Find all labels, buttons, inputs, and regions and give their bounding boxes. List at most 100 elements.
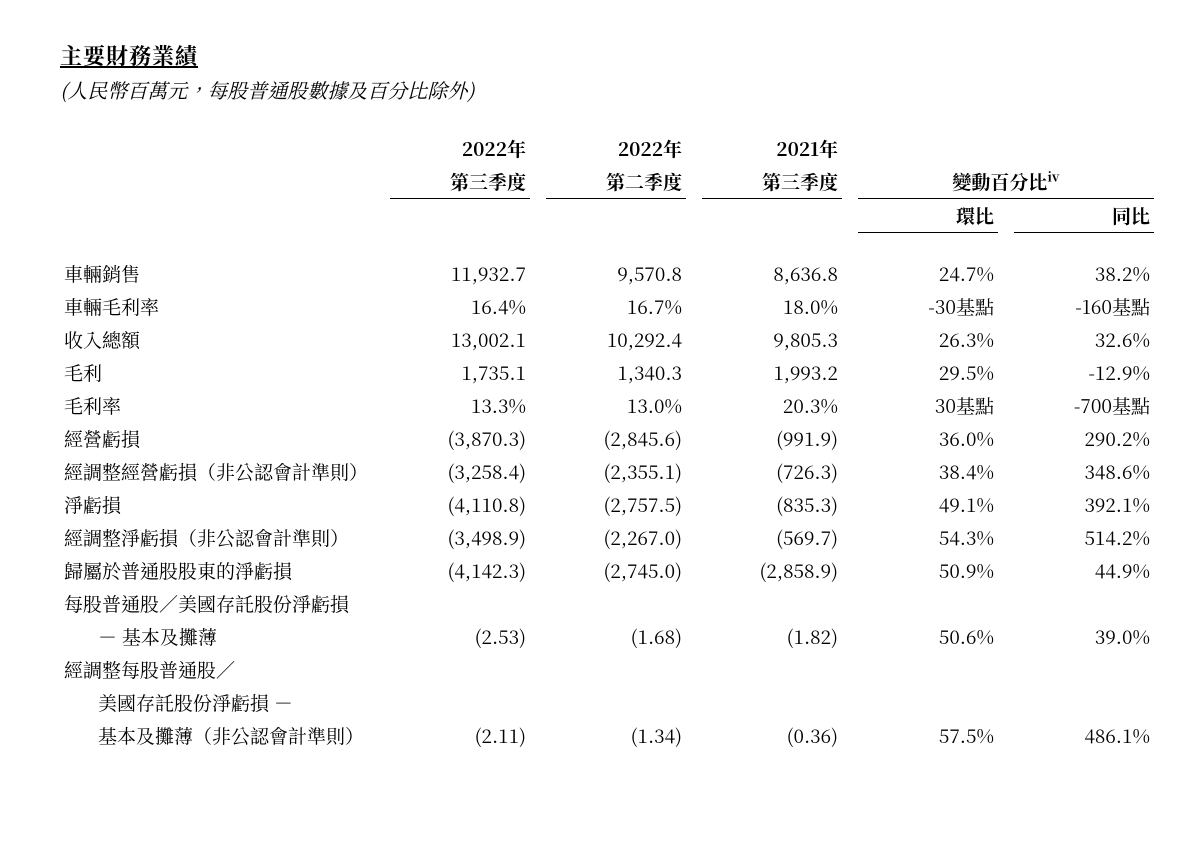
row-label: 經調整淨虧損（非公認會計準則） — [60, 521, 390, 554]
cell: (2.11) — [390, 719, 530, 752]
table-row: 經營虧損 (3,870.3) (2,845.6) (991.9) 36.0% 2… — [60, 422, 1154, 455]
cell: -12.9% — [1014, 356, 1154, 389]
cell: 11,932.7 — [390, 257, 530, 290]
financial-table: 2022年 2022年 2021年 第三季度 第二季度 第三季度 變動百分比iv… — [60, 132, 1154, 752]
cell: 13.3% — [390, 389, 530, 422]
cell: 290.2% — [1014, 422, 1154, 455]
row-label: 收入總額 — [60, 323, 390, 356]
row-label: 車輛銷售 — [60, 257, 390, 290]
row-label: 毛利 — [60, 356, 390, 389]
yoy-header: 同比 — [1014, 199, 1154, 233]
cell: (2,858.9) — [702, 554, 842, 587]
row-label: 經調整每股普通股／ — [60, 653, 390, 686]
cell: (1.82) — [702, 620, 842, 653]
row-label: 淨虧損 — [60, 488, 390, 521]
cell: 32.6% — [1014, 323, 1154, 356]
table-row: 車輛毛利率 16.4% 16.7% 18.0% -30基點 -160基點 — [60, 290, 1154, 323]
cell: 1,340.3 — [546, 356, 686, 389]
qoq-header: 環比 — [858, 199, 998, 233]
cell: 38.2% — [1014, 257, 1154, 290]
cell: 9,570.8 — [546, 257, 686, 290]
cell: 50.9% — [858, 554, 998, 587]
col3-year: 2021年 — [702, 132, 842, 165]
cell: 50.6% — [858, 620, 998, 653]
table-header-row-1: 2022年 2022年 2021年 — [60, 132, 1154, 165]
col2-year: 2022年 — [546, 132, 686, 165]
cell: 30基點 — [858, 389, 998, 422]
cell: 1,735.1 — [390, 356, 530, 389]
col3-quarter: 第三季度 — [702, 165, 842, 199]
table-row: 車輛銷售 11,932.7 9,570.8 8,636.8 24.7% 38.2… — [60, 257, 1154, 290]
cell: 486.1% — [1014, 719, 1154, 752]
table-row: 基本及攤薄（非公認會計準則） (2.11) (1.34) (0.36) 57.5… — [60, 719, 1154, 752]
cell: (2,757.5) — [546, 488, 686, 521]
cell: 13,002.1 — [390, 323, 530, 356]
cell: (2.53) — [390, 620, 530, 653]
cell: 348.6% — [1014, 455, 1154, 488]
cell: 514.2% — [1014, 521, 1154, 554]
cell: (835.3) — [702, 488, 842, 521]
page-title: 主要財務業績 — [60, 40, 1130, 71]
cell: (1.68) — [546, 620, 686, 653]
cell: (2,267.0) — [546, 521, 686, 554]
col2-quarter: 第二季度 — [546, 165, 686, 199]
cell: (3,870.3) — [390, 422, 530, 455]
table-row: 經調整淨虧損（非公認會計準則） (3,498.9) (2,267.0) (569… — [60, 521, 1154, 554]
cell: (0.36) — [702, 719, 842, 752]
cell: 9,805.3 — [702, 323, 842, 356]
row-label: 經營虧損 — [60, 422, 390, 455]
cell: 16.4% — [390, 290, 530, 323]
cell: 54.3% — [858, 521, 998, 554]
cell: 26.3% — [858, 323, 998, 356]
cell: -160基點 — [1014, 290, 1154, 323]
cell: (2,845.6) — [546, 422, 686, 455]
cell: 20.3% — [702, 389, 842, 422]
row-label: 歸屬於普通股股東的淨虧損 — [60, 554, 390, 587]
cell: (3,258.4) — [390, 455, 530, 488]
cell: 38.4% — [858, 455, 998, 488]
cell: (3,498.9) — [390, 521, 530, 554]
cell: 10,292.4 — [546, 323, 686, 356]
cell: -700基點 — [1014, 389, 1154, 422]
table-row: 毛利率 13.3% 13.0% 20.3% 30基點 -700基點 — [60, 389, 1154, 422]
page-subtitle: (人民幣百萬元，每股普通股數據及百分比除外) — [60, 75, 1130, 104]
cell: 49.1% — [858, 488, 998, 521]
cell: (991.9) — [702, 422, 842, 455]
table-header-row-3: 環比 同比 — [60, 199, 1154, 233]
row-label: 每股普通股／美國存託股份淨虧損 — [60, 587, 390, 620]
cell: (1.34) — [546, 719, 686, 752]
cell: -30基點 — [858, 290, 998, 323]
table-header-row-2: 第三季度 第二季度 第三季度 變動百分比iv — [60, 165, 1154, 199]
cell: 392.1% — [1014, 488, 1154, 521]
row-label: 毛利率 — [60, 389, 390, 422]
cell: (2,745.0) — [546, 554, 686, 587]
col1-year: 2022年 — [390, 132, 530, 165]
table-row: 毛利 1,735.1 1,340.3 1,993.2 29.5% -12.9% — [60, 356, 1154, 389]
row-label: 經調整經營虧損（非公認會計準則） — [60, 455, 390, 488]
cell: (2,355.1) — [546, 455, 686, 488]
cell: (569.7) — [702, 521, 842, 554]
table-row: 歸屬於普通股股東的淨虧損 (4,142.3) (2,745.0) (2,858.… — [60, 554, 1154, 587]
row-label: 車輛毛利率 — [60, 290, 390, 323]
table-row: 美國存託股份淨虧損 － — [60, 686, 1154, 719]
cell: 18.0% — [702, 290, 842, 323]
cell: 1,993.2 — [702, 356, 842, 389]
cell: 57.5% — [858, 719, 998, 752]
change-header: 變動百分比iv — [858, 165, 1154, 199]
table-row: 收入總額 13,002.1 10,292.4 9,805.3 26.3% 32.… — [60, 323, 1154, 356]
row-label: － 基本及攤薄 — [60, 620, 390, 653]
cell: 24.7% — [858, 257, 998, 290]
cell: (726.3) — [702, 455, 842, 488]
cell: 39.0% — [1014, 620, 1154, 653]
cell: (4,142.3) — [390, 554, 530, 587]
cell: 13.0% — [546, 389, 686, 422]
cell: (4,110.8) — [390, 488, 530, 521]
row-label: 基本及攤薄（非公認會計準則） — [60, 719, 390, 752]
table-row: 經調整經營虧損（非公認會計準則） (3,258.4) (2,355.1) (72… — [60, 455, 1154, 488]
table-row: 淨虧損 (4,110.8) (2,757.5) (835.3) 49.1% 39… — [60, 488, 1154, 521]
table-row: － 基本及攤薄 (2.53) (1.68) (1.82) 50.6% 39.0% — [60, 620, 1154, 653]
cell: 44.9% — [1014, 554, 1154, 587]
row-label: 美國存託股份淨虧損 － — [60, 686, 390, 719]
cell: 8,636.8 — [702, 257, 842, 290]
table-row: 經調整每股普通股／ — [60, 653, 1154, 686]
